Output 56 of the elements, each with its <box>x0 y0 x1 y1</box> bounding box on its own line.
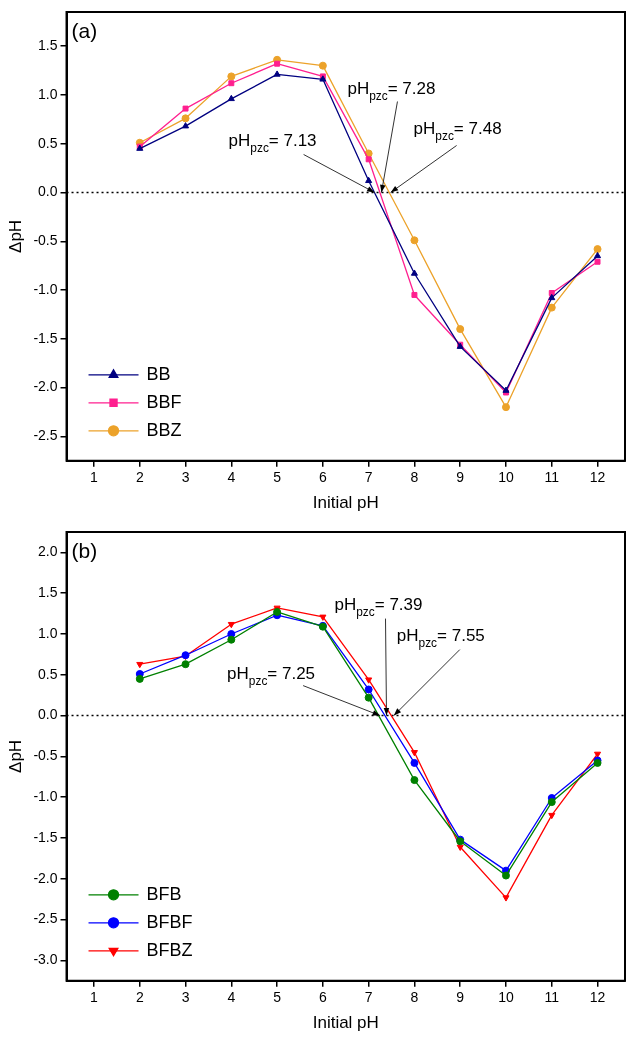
x-tick-label: 5 <box>273 989 282 1006</box>
y-tick-label: 1.0 <box>38 85 58 102</box>
x-tick-label: 3 <box>181 989 190 1006</box>
y-tick-label: 0.0 <box>38 183 58 200</box>
y-tick-label: 0.5 <box>38 134 58 151</box>
y-axis-title: ΔpH <box>5 219 25 253</box>
x-tick-label: 5 <box>273 469 282 486</box>
x-tick-label: 9 <box>456 469 465 486</box>
x-tick-label: 3 <box>181 469 190 486</box>
legend-label: BFBF <box>146 911 193 932</box>
y-tick-label: -3.0 <box>33 951 58 968</box>
y-tick-label: -2.0 <box>33 869 58 886</box>
x-tick-label: 6 <box>318 989 327 1006</box>
chart-title: (b) <box>71 538 98 562</box>
x-tick-label: 7 <box>364 469 373 486</box>
x-tick-label: 1 <box>90 469 99 486</box>
x-axis-title: Initial pH <box>312 493 379 513</box>
x-tick-label: 7 <box>364 989 373 1006</box>
y-tick-label: 0.0 <box>38 706 58 723</box>
chart-title: (a) <box>71 18 98 42</box>
y-axis-title: ΔpH <box>5 739 25 773</box>
y-tick-label: 0.5 <box>38 665 58 682</box>
y-tick-label: -0.5 <box>33 747 58 764</box>
y-tick-label: 2.0 <box>38 543 58 560</box>
y-tick-label: -1.0 <box>33 280 58 297</box>
y-tick-label: -1.5 <box>33 329 58 346</box>
y-tick-label: -0.5 <box>33 232 58 249</box>
legend-label: BBF <box>146 391 182 412</box>
y-tick-label: 1.5 <box>38 37 58 54</box>
legend-label: BFBZ <box>146 939 193 960</box>
legend-label: BFB <box>146 883 182 904</box>
y-tick-label: -1.5 <box>33 828 58 845</box>
x-tick-label: 9 <box>456 989 465 1006</box>
y-tick-label: -2.5 <box>33 427 58 444</box>
x-tick-label: 1 <box>90 989 99 1006</box>
y-tick-label: -2.5 <box>33 910 58 927</box>
legend-label: BBZ <box>146 419 182 440</box>
x-tick-label: 8 <box>410 989 419 1006</box>
x-tick-label: 12 <box>589 989 606 1006</box>
x-tick-label: 11 <box>544 469 560 486</box>
legend-label: BB <box>146 363 171 384</box>
x-tick-label: 10 <box>498 989 514 1006</box>
x-tick-label: 8 <box>410 469 419 486</box>
x-tick-label: 2 <box>135 469 144 486</box>
x-tick-label: 2 <box>135 989 144 1006</box>
x-tick-label: 12 <box>589 469 606 486</box>
y-tick-label: 1.5 <box>38 584 58 601</box>
x-tick-label: 4 <box>227 469 236 486</box>
x-tick-label: 6 <box>318 469 327 486</box>
y-tick-label: -1.0 <box>33 788 58 805</box>
x-tick-label: 4 <box>227 989 236 1006</box>
y-tick-label: -2.0 <box>33 378 58 395</box>
x-axis-title: Initial pH <box>312 1013 379 1033</box>
x-tick-label: 10 <box>498 469 514 486</box>
x-tick-label: 11 <box>544 989 560 1006</box>
y-tick-label: 1.0 <box>38 624 58 641</box>
